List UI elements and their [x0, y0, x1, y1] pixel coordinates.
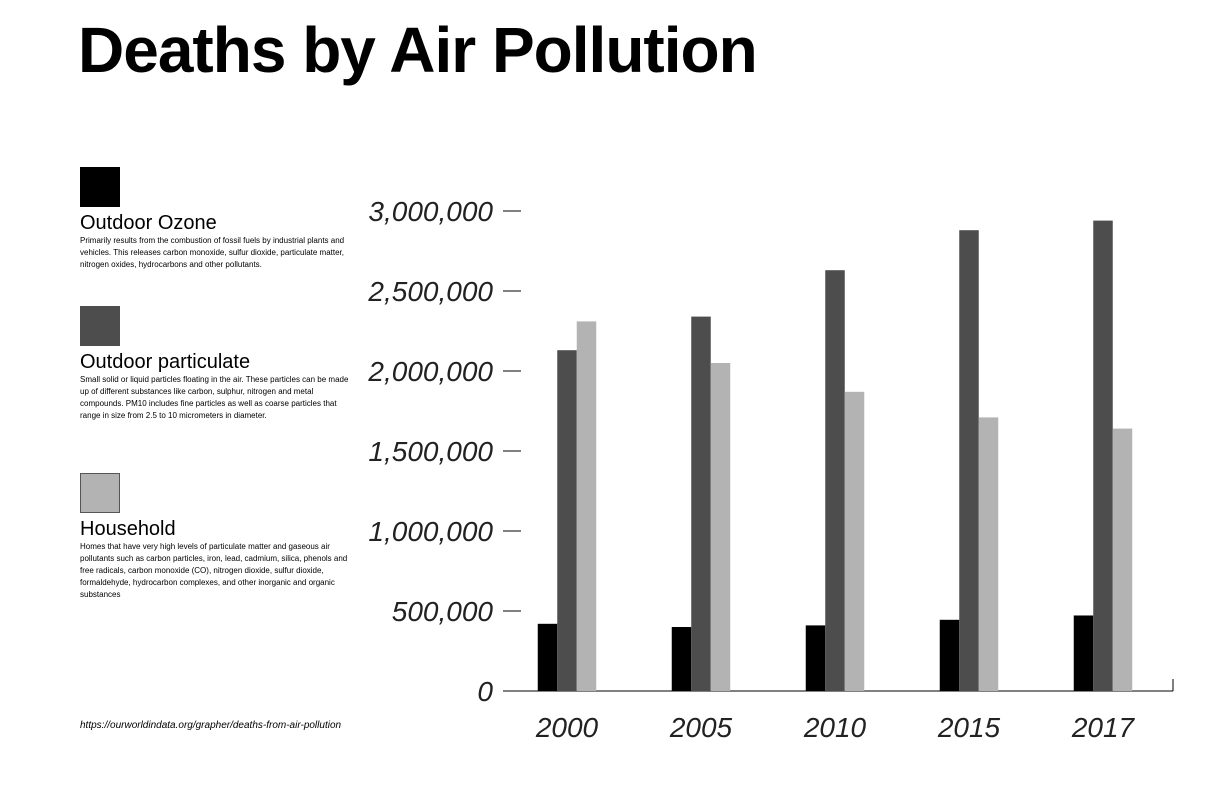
chart-title: Deaths by Air Pollution — [78, 14, 758, 86]
y-tick-label: 2,500,000 — [367, 276, 493, 307]
bar-outdoor-ozone-2010[interactable] — [805, 625, 826, 691]
source-link[interactable]: https://ourworldindata.org/grapher/death… — [80, 720, 342, 731]
bar-outdoor-ozone-2017[interactable] — [1073, 615, 1094, 691]
y-tick-label: 500,000 — [392, 596, 494, 627]
legend-item-household: Household Homes that have very high leve… — [80, 473, 360, 601]
legend-description-household: Homes that have very high levels of part… — [80, 542, 348, 599]
y-tick-label: 1,500,000 — [368, 436, 493, 467]
y-tick-label: 2,000,000 — [367, 356, 493, 387]
legend-swatch-household — [80, 473, 120, 513]
bar-outdoor-ozone-2000[interactable] — [537, 623, 558, 691]
x-tick-label: 2005 — [669, 712, 733, 743]
bar-outdoor-particulate-2015[interactable] — [959, 230, 979, 691]
x-tick-label: 2010 — [803, 712, 867, 743]
bar-household-2017[interactable] — [1112, 428, 1133, 691]
x-tick-label: 2000 — [535, 712, 599, 743]
bar-outdoor-ozone-2015[interactable] — [939, 619, 960, 691]
y-tick-label: 1,000,000 — [368, 516, 493, 547]
bar-outdoor-particulate-2017[interactable] — [1093, 220, 1113, 691]
bar-household-2005[interactable] — [710, 363, 731, 691]
bar-outdoor-particulate-2010[interactable] — [825, 270, 845, 691]
legend-item-outdoor-particulate: Outdoor particulate Small solid or liqui… — [80, 306, 360, 422]
legend-description-outdoor-particulate: Small solid or liquid particles floating… — [80, 375, 349, 420]
legend-label-outdoor-ozone: Outdoor Ozone — [80, 212, 217, 234]
x-tick-label: 2017 — [1071, 712, 1136, 743]
legend-item-outdoor-ozone: Outdoor Ozone Primarily results from the… — [80, 167, 360, 271]
legend-swatch-outdoor-ozone — [80, 167, 120, 207]
legend-description-outdoor-ozone: Primarily results from the combustion of… — [80, 236, 345, 269]
x-tick-label: 2015 — [937, 712, 1001, 743]
bar-household-2015[interactable] — [978, 417, 999, 691]
y-tick-label: 3,000,000 — [368, 196, 493, 227]
legend-label-outdoor-particulate: Outdoor particulate — [80, 351, 251, 373]
legend-label-household: Household — [80, 518, 176, 540]
y-tick-label: 0 — [477, 676, 493, 707]
legend-swatch-outdoor-particulate — [80, 306, 120, 346]
bar-household-2010[interactable] — [844, 391, 865, 691]
bar-outdoor-particulate-2000[interactable] — [557, 350, 577, 691]
bar-outdoor-ozone-2005[interactable] — [671, 627, 692, 691]
bar-household-2000[interactable] — [576, 321, 597, 691]
bar-outdoor-particulate-2005[interactable] — [691, 316, 711, 691]
